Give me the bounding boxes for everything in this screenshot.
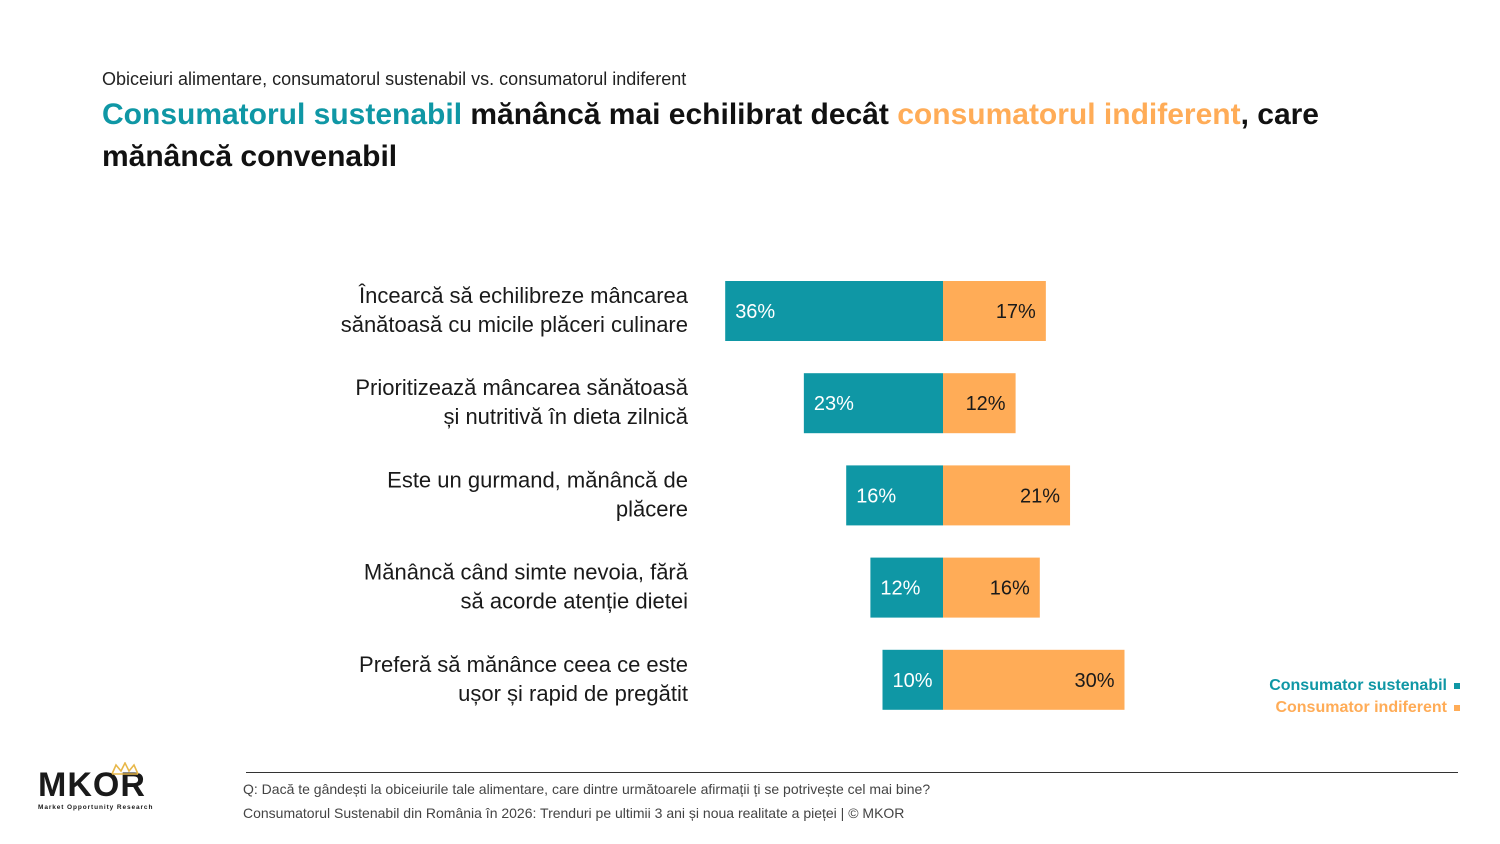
source-note: Consumatorul Sustenabil din România în 2…	[243, 805, 905, 821]
category-label-2-line-2: și nutritivă în dieta zilnică	[443, 404, 688, 429]
category-label-3-line-2: plăcere	[616, 496, 688, 521]
value-label-indifferent-2: 12%	[966, 393, 1006, 415]
bar-indifferent-5	[943, 649, 1125, 710]
bar-indifferent-3	[943, 465, 1071, 526]
chart-legend: Consumator sustenabil Consumator indifer…	[1269, 675, 1460, 719]
category-label-4-line-2: să acorde atenție dietei	[461, 589, 689, 614]
value-label-sustainable-2: 23%	[814, 393, 854, 415]
value-label-sustainable-5: 10%	[893, 670, 933, 692]
chart-headline: Consumatorul sustenabil mănâncă mai echi…	[102, 94, 1432, 178]
category-label-2-line-1: Prioritizează mâncarea sănătoasă	[355, 375, 688, 400]
category-label-3-line-1: Este un gurmand, mănâncă de	[387, 467, 688, 492]
legend-swatch-indifferent	[1454, 704, 1460, 711]
legend-swatch-sustainable	[1454, 682, 1460, 689]
logo-tagline: Market Opportunity Research	[38, 804, 154, 811]
value-label-indifferent-1: 17%	[996, 301, 1036, 323]
value-label-indifferent-5: 30%	[1074, 670, 1114, 692]
legend-item-sustainable: Consumator sustenabil	[1269, 675, 1460, 697]
chart-subtitle: Obiceiuri alimentare, consumatorul suste…	[102, 69, 687, 89]
headline-sustainable: Consumatorul sustenabil	[102, 98, 463, 131]
value-label-sustainable-1: 36%	[735, 301, 775, 323]
bar-sustainable-5	[882, 649, 943, 710]
crown-icon	[111, 762, 139, 775]
footer-divider	[246, 772, 1458, 773]
category-label-5-line-1: Preferă să mănânce ceea ce este	[359, 652, 688, 677]
diverging-bar-chart: 36% 17% Încearcă să echilibreze mâncarea să…	[341, 281, 1125, 710]
legend-item-indifferent: Consumator indiferent	[1269, 697, 1460, 719]
bar-indifferent-2	[943, 373, 1016, 434]
category-label-4-line-1: Mănâncă când simte nevoia, fără	[364, 560, 689, 585]
bar-sustainable-1	[725, 281, 943, 341]
category-label-5-line-2: ușor și rapid de pregătit	[458, 681, 688, 706]
category-label-1-line-2: sănătoasă cu micile plăceri culinare	[341, 312, 688, 337]
bar-indifferent-1	[943, 281, 1046, 341]
headline-end: , care mănâncă convenabil	[102, 98, 1319, 173]
bar-sustainable-4	[870, 557, 943, 618]
survey-question: Q: Dacă te gândești la obiceiurile tale …	[243, 781, 931, 797]
bar-sustainable-3	[846, 465, 943, 526]
bar-sustainable-2	[803, 373, 943, 434]
bar-indifferent-4	[943, 557, 1040, 618]
headline-indifferent: consumatorul indiferent	[897, 98, 1241, 131]
category-label-1-line-1: Încearcă să echilibreze mâncarea	[358, 283, 689, 308]
value-label-sustainable-4: 12%	[880, 578, 920, 600]
headline-middle: mănâncă mai echilibrat decât	[462, 98, 898, 131]
value-label-sustainable-3: 16%	[856, 485, 896, 507]
value-label-indifferent-3: 21%	[1020, 485, 1060, 507]
value-label-indifferent-4: 16%	[990, 578, 1030, 600]
mkor-logo: MKOR Market Opportunity Research	[38, 762, 154, 811]
